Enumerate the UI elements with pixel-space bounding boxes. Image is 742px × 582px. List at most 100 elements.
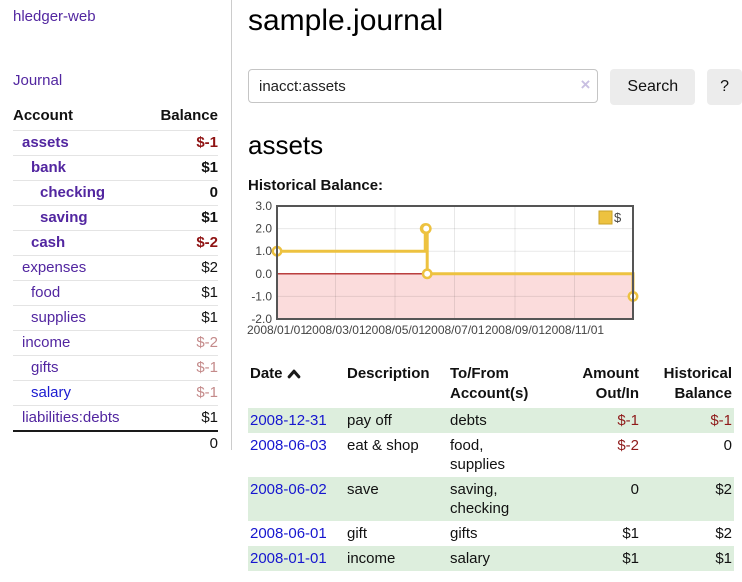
transaction-date-link[interactable]: 2008-06-03: [250, 437, 327, 454]
sort-ascending-icon: [287, 368, 301, 379]
clear-search-icon[interactable]: ×: [580, 75, 591, 94]
svg-text:2008/11/01: 2008/11/01: [545, 323, 604, 337]
search-input[interactable]: [248, 69, 599, 103]
transaction-accounts: food, supplies: [450, 437, 506, 473]
transaction-date-link[interactable]: 2008-12-31: [250, 412, 327, 429]
accounts-col-balance: Balance: [160, 107, 218, 124]
transaction-accounts: gifts: [450, 525, 478, 542]
svg-text:2008/03/01: 2008/03/01: [305, 323, 365, 337]
account-row: saving $1: [13, 205, 218, 230]
account-row: liabilities:debts $1: [13, 405, 218, 430]
column-header-accounts: To/From Account(s): [450, 365, 529, 402]
account-link-food[interactable]: food: [31, 284, 61, 301]
register-row: 2008-06-03 eat & shop food, supplies $-2…: [248, 433, 734, 477]
account-balance: $1: [201, 284, 218, 301]
transaction-accounts: salary: [450, 550, 491, 567]
account-balance: $-2: [196, 234, 218, 251]
account-row: cash $-2: [13, 230, 218, 255]
register-row: 2008-06-02 save saving, checking 0 $2: [248, 477, 734, 521]
search-button[interactable]: Search: [610, 69, 696, 105]
search-form: × Search ?: [248, 69, 742, 105]
accounts-total: 0: [13, 430, 218, 455]
account-balance: $-1: [196, 384, 218, 401]
app-title-link[interactable]: hledger-web: [13, 8, 96, 25]
historical-balance-chart: $3.0 2.0 1.0 0.0 -1.0 -2.02008/01/012008/03/0…: [247, 199, 639, 337]
account-link-income[interactable]: income: [22, 334, 71, 351]
account-row: food $1: [13, 280, 218, 305]
account-balance: 0: [209, 184, 218, 201]
account-row: salary $-1: [13, 380, 218, 405]
transaction-amount: $1: [622, 525, 639, 542]
account-row: expenses $2: [13, 255, 218, 280]
transaction-description: income: [347, 550, 396, 567]
account-balance: $-1: [196, 134, 218, 151]
account-link-assets[interactable]: assets: [22, 134, 69, 151]
account-row: gifts $-1: [13, 355, 218, 380]
account-link-saving[interactable]: saving: [40, 209, 88, 226]
transaction-amount: $1: [622, 550, 639, 567]
transaction-balance: $2: [715, 525, 732, 542]
svg-text:$: $: [614, 210, 622, 225]
account-link-cash[interactable]: cash: [31, 234, 66, 251]
account-link-expenses[interactable]: expenses: [22, 259, 87, 276]
account-row: supplies $1: [13, 305, 218, 330]
svg-text:0.0: 0.0: [255, 267, 272, 281]
transaction-balance: 0: [723, 437, 732, 454]
register-row: 2008-01-01 income salary $1 $1: [248, 546, 734, 571]
transaction-balance: $1: [715, 550, 732, 567]
account-link-bank[interactable]: bank: [31, 159, 67, 176]
account-balance: $2: [201, 259, 218, 276]
account-row: checking 0: [13, 180, 218, 205]
column-header-description: Description: [347, 365, 430, 382]
page-title: sample.journal: [248, 4, 444, 37]
account-link-salary[interactable]: salary: [31, 384, 72, 401]
column-header-amount: Amount Out/In: [582, 365, 639, 402]
transaction-date-link[interactable]: 2008-01-01: [250, 550, 327, 567]
register-row: 2008-06-01 gift gifts $1 $2: [248, 521, 734, 546]
date-header-label: Date: [250, 365, 283, 382]
transaction-amount: 0: [630, 481, 639, 498]
chart-title: Historical Balance:: [248, 177, 384, 194]
sidebar-item-journal[interactable]: Journal: [13, 72, 63, 89]
transaction-amount: $-1: [617, 412, 639, 429]
account-balance: $1: [201, 409, 218, 426]
main-content: sample.journal × Search ? assets Histori…: [247, 0, 742, 571]
account-heading: assets: [248, 130, 324, 160]
transaction-accounts: debts: [450, 412, 487, 429]
svg-text:1.0: 1.0: [255, 244, 272, 258]
account-balance: $1: [201, 209, 218, 226]
transaction-description: gift: [347, 525, 368, 542]
account-link-checking[interactable]: checking: [40, 184, 106, 201]
svg-text:2008/01/01: 2008/01/01: [247, 323, 307, 337]
transaction-description: pay off: [347, 412, 392, 429]
svg-text:3.0: 3.0: [255, 199, 272, 213]
account-balance: $1: [201, 309, 218, 326]
register-header-row: Date Description To/From Account(s) Amou…: [248, 362, 734, 408]
transaction-date-link[interactable]: 2008-06-01: [250, 525, 327, 542]
account-link-liabilities-debts[interactable]: liabilities:debts: [22, 409, 120, 426]
svg-text:2008/09/01: 2008/09/01: [485, 323, 545, 337]
svg-text:2008/05/01: 2008/05/01: [365, 323, 425, 337]
account-balance: $1: [201, 159, 218, 176]
account-link-supplies[interactable]: supplies: [31, 309, 87, 326]
account-balance: $-2: [196, 334, 218, 351]
account-row: income $-2: [13, 330, 218, 355]
accounts-table-header: Account Balance: [13, 105, 218, 130]
register-row: 2008-12-31 pay off debts $-1 $-1: [248, 408, 734, 433]
account-link-gifts[interactable]: gifts: [31, 359, 59, 376]
account-row: bank $1: [13, 155, 218, 180]
transaction-accounts: saving, checking: [450, 481, 510, 517]
accounts-table: Account Balance assets $-1 bank $1 check…: [13, 105, 218, 455]
column-header-balance: Historical Balance: [663, 365, 732, 402]
svg-text:2008/07/01: 2008/07/01: [424, 323, 484, 337]
account-row: assets $-1: [13, 130, 218, 155]
sidebar: hledger-web Journal Account Balance asse…: [0, 0, 232, 452]
transaction-description: save: [347, 481, 379, 498]
transaction-date-link[interactable]: 2008-06-02: [250, 481, 327, 498]
help-button[interactable]: ?: [707, 69, 742, 105]
column-header-date[interactable]: Date: [248, 362, 345, 408]
svg-text:-1.0: -1.0: [251, 289, 272, 303]
register-table: Date Description To/From Account(s) Amou…: [248, 362, 734, 571]
accounts-total-value: 0: [209, 435, 218, 452]
transaction-description: eat & shop: [347, 437, 419, 454]
